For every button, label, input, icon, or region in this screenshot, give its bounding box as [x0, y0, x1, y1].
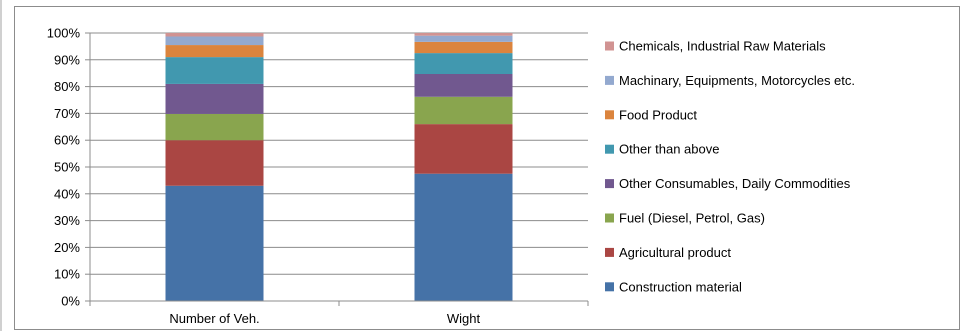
- bar-segment: [165, 57, 264, 84]
- legend-swatch: [605, 247, 614, 257]
- legend-swatch: [605, 144, 614, 154]
- legend-label: Fuel (Diesel, Petrol, Gas): [619, 211, 765, 226]
- left-edge-line: [0, 0, 2, 331]
- legend-label: Agricultural product: [619, 245, 731, 260]
- y-tick-labels: 0% 10% 20% 30% 40% 50% 60% 70% 80% 90% 100%: [47, 26, 81, 309]
- y-tick-label: 60%: [54, 133, 80, 148]
- bar-segment: [414, 41, 513, 54]
- axes: [85, 32, 589, 306]
- bar-segment: [414, 35, 513, 42]
- legend-label: Other Consumables, Daily Commodities: [619, 176, 851, 191]
- legend-label: Machinary, Equipments, Motorcycles etc.: [619, 73, 855, 88]
- y-tick-label: 30%: [54, 213, 80, 228]
- bar-segment: [414, 124, 513, 174]
- legend-swatch: [605, 179, 614, 189]
- y-tick-label: 80%: [54, 79, 80, 94]
- bar-segment: [165, 33, 264, 37]
- x-tick-label: Wight: [447, 311, 481, 326]
- legend-label: Other than above: [619, 142, 719, 157]
- bar-segment: [414, 96, 513, 125]
- bars: [165, 33, 513, 301]
- legend-swatch: [605, 75, 614, 85]
- y-tick-label: 70%: [54, 106, 80, 121]
- legend-label: Chemicals, Industrial Raw Materials: [619, 39, 826, 54]
- bar-segment: [165, 45, 264, 58]
- legend-label: Food Product: [619, 107, 697, 122]
- legend: Chemicals, Industrial Raw Materials Machi…: [605, 39, 855, 294]
- gridlines: [90, 32, 588, 302]
- y-tick-label: 100%: [47, 26, 81, 41]
- legend-label: Construction material: [619, 279, 742, 294]
- legend-swatch: [605, 41, 614, 51]
- bar-segment: [414, 74, 513, 97]
- legend-swatch: [605, 110, 614, 120]
- legend-swatch: [605, 282, 614, 292]
- bar-segment: [414, 53, 513, 75]
- bar-segment: [414, 33, 513, 36]
- x-tick-label: Number of Veh.: [169, 311, 259, 326]
- bar-segment: [165, 185, 264, 301]
- y-tick-label: 10%: [54, 267, 80, 282]
- y-tick-label: 40%: [54, 186, 80, 201]
- y-tick-label: 0%: [61, 294, 80, 309]
- x-tick-labels: Number of Veh. Wight: [169, 311, 480, 326]
- legend-swatch: [605, 213, 614, 223]
- y-tick-label: 50%: [54, 160, 80, 175]
- bar-segment: [165, 113, 264, 141]
- y-tick-label: 20%: [54, 240, 80, 255]
- y-tick-label: 90%: [54, 52, 80, 67]
- bar-segment: [165, 140, 264, 186]
- bar-segment: [165, 36, 264, 46]
- bar-segment: [165, 83, 264, 114]
- bar-segment: [414, 173, 513, 301]
